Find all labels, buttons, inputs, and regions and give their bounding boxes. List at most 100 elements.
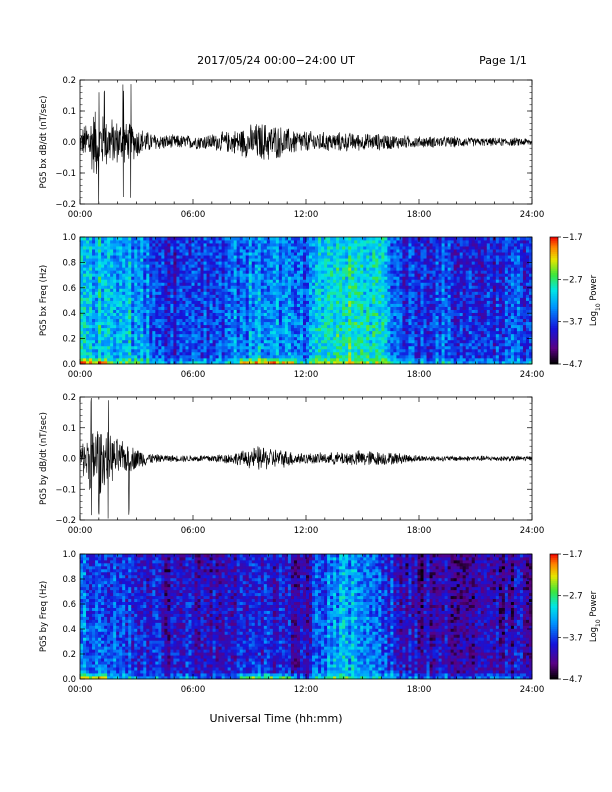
x-tick-label: 18:00: [407, 210, 432, 220]
colorbar-step: [550, 589, 558, 592]
colorbar-step: [550, 643, 558, 647]
colorbar-step: [550, 629, 558, 632]
colorbar-step: [550, 593, 558, 597]
y-tick-label: 0.1: [62, 424, 76, 434]
colorbar-step: [550, 349, 558, 352]
colorbar-step: [550, 654, 558, 657]
colorbar-step: [550, 268, 558, 272]
colorbar-step: [550, 323, 558, 327]
page-number: Page 1/1: [479, 54, 527, 67]
colorbar-step: [550, 306, 558, 310]
colorbar-step: [550, 294, 558, 297]
x-tick-label: 06:00: [181, 526, 206, 536]
colorbar-step: [550, 237, 558, 240]
colorbar-step: [550, 606, 558, 609]
colorbar-step: [550, 668, 558, 672]
colorbar-tick-label: −4.7: [562, 675, 583, 685]
y-tick-label: 0.2: [62, 335, 76, 345]
colorbar-step: [550, 649, 558, 653]
colorbar-label: Log10 Power: [589, 274, 602, 326]
x-tick-label: 00:00: [68, 526, 93, 536]
colorbar-tick-label: −1.7: [562, 550, 583, 560]
y-tick-label: 0.1: [62, 107, 76, 117]
colorbar-tick-label: −3.7: [562, 318, 583, 328]
colorbar-step: [550, 570, 558, 574]
colorbar-tick-label: −1.7: [562, 233, 583, 243]
colorbar-step: [550, 556, 558, 559]
colorbar-step: [550, 641, 558, 644]
colorbar-step: [550, 281, 558, 284]
y-tick-label: 0.0: [62, 360, 76, 370]
colorbar-step: [550, 321, 558, 325]
colorbar-step: [550, 670, 558, 674]
x-tick-label: 12:00: [294, 210, 319, 220]
colorbar-step: [550, 251, 558, 255]
colorbar-step: [550, 315, 558, 318]
x-tick-label: 12:00: [294, 370, 319, 380]
colorbar-step: [550, 287, 558, 291]
colorbar-step: [550, 357, 558, 361]
colorbar-step: [550, 342, 558, 346]
colorbar-step: [550, 591, 558, 594]
colorbar-step: [550, 664, 558, 667]
y-tick-label: 0.8: [62, 575, 76, 585]
colorbar-step: [550, 332, 558, 335]
y-tick-label: 0.4: [62, 625, 76, 635]
panels: −0.2 −0.1 0.0 0.1 0.2 00:00 06:00 12:00 18:00 24:…: [39, 76, 602, 695]
x-tick-label: 12:00: [294, 526, 319, 536]
panel-3: −0.2 −0.1 0.0 0.1 0.2 00:00 06:00 12:00 18:00 24:…: [39, 393, 544, 536]
colorbar-step: [550, 311, 558, 314]
colorbar-step: [550, 656, 558, 659]
y-axis-label: PG5 by Freq (Hz): [39, 581, 49, 652]
colorbar-step: [550, 344, 558, 348]
colorbar-step: [550, 272, 558, 276]
x-tick-label: 06:00: [181, 210, 206, 220]
colorbar: −1.7 −2.7 −3.7 −4.7 Log10 Power: [549, 550, 602, 685]
colorbar-step: [550, 616, 558, 619]
colorbar-step: [550, 564, 558, 567]
colorbar-step: [550, 266, 558, 270]
colorbar: −1.7 −2.7 −3.7 −4.7 Log10 Power: [549, 233, 602, 370]
colorbar-tick-label: −3.7: [562, 633, 583, 643]
colorbar-step: [550, 637, 558, 640]
x-tick-label: 18:00: [407, 685, 432, 695]
colorbar-step: [550, 285, 558, 289]
colorbar-step: [550, 599, 558, 603]
colorbar-step: [550, 300, 558, 304]
colorbar-tick-label: −4.7: [562, 360, 583, 370]
y-tick-label: 0.6: [62, 600, 76, 610]
colorbar-step: [550, 631, 558, 634]
x-tick-label: 18:00: [407, 526, 432, 536]
y-axis-label: PG5 by dB/dt (nT/sec): [39, 412, 49, 505]
colorbar-step: [550, 243, 558, 246]
panel-2: 0.0 0.2 0.4 0.6 0.8 1.0 00:00 06:00 12:00 18:00 24…: [39, 233, 602, 380]
colorbar-step: [550, 622, 558, 626]
colorbar-step: [550, 313, 558, 316]
colorbar-step: [550, 612, 558, 615]
colorbar-step: [550, 614, 558, 617]
x-tick-label: 24:00: [520, 526, 545, 536]
colorbar-tick-label: −2.7: [562, 275, 583, 285]
colorbar-step: [550, 347, 558, 350]
x-tick-label: 00:00: [68, 685, 93, 695]
series-trace: [79, 397, 533, 519]
colorbar-step: [550, 338, 558, 342]
colorbar-step: [550, 270, 558, 274]
colorbar-step: [550, 262, 558, 265]
colorbar-step: [550, 554, 558, 557]
colorbar-step: [550, 558, 558, 561]
colorbar-step: [550, 249, 558, 253]
colorbar-step: [550, 334, 558, 337]
colorbar-step: [550, 658, 558, 661]
colorbar-step: [550, 660, 558, 663]
x-tick-label: 06:00: [181, 370, 206, 380]
colorbar-step: [550, 304, 558, 308]
colorbar-step: [550, 258, 558, 261]
colorbar-step: [550, 572, 558, 576]
colorbar-step: [550, 562, 558, 565]
figure-title: 2017/05/24 00:00−24:00 UT: [197, 54, 355, 67]
y-tick-label: 0.6: [62, 284, 76, 294]
colorbar-step: [550, 568, 558, 572]
colorbar-step: [550, 260, 558, 263]
y-tick-label: 0.0: [62, 455, 76, 465]
